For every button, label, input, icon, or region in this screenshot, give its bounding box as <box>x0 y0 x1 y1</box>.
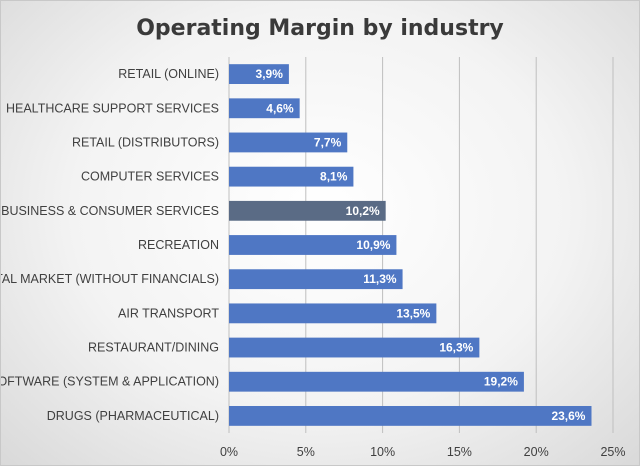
x-tick-label: 10% <box>370 445 395 459</box>
category-label: BUSINESS & CONSUMER SERVICES <box>1 204 219 218</box>
category-label: COMPUTER SERVICES <box>81 170 219 184</box>
data-label: 23,6% <box>551 409 585 423</box>
bar <box>229 64 289 85</box>
bar <box>229 235 397 255</box>
bar <box>229 132 348 153</box>
data-label: 7,7% <box>314 135 342 149</box>
category-label: HEALTHCARE SUPPORT SERVICES <box>6 101 219 115</box>
category-label: DRUGS (PHARMACEUTICAL) <box>47 409 219 423</box>
data-label: 13,5% <box>396 306 430 320</box>
data-label: 19,2% <box>484 375 518 389</box>
category-label: RESTAURANT/DINING <box>88 341 219 355</box>
data-label: 16,3% <box>439 341 473 355</box>
category-label: SOFTWARE (SYSTEM & APPLICATION) <box>1 375 219 389</box>
x-tick-label: 15% <box>447 445 472 459</box>
category-label: RETAIL (DISTRIBUTORS) <box>72 135 219 149</box>
x-tick-label: 0% <box>220 445 238 459</box>
bar <box>229 303 437 324</box>
bar <box>229 405 592 426</box>
category-label: RETAIL (ONLINE) <box>118 67 219 81</box>
category-label: TOTAL MARKET (WITHOUT FINANCIALS) <box>1 272 219 286</box>
bar <box>229 371 524 392</box>
category-labels: RETAIL (ONLINE) HEALTHCARE SUPPORT SERVIC… <box>1 67 219 423</box>
chart-title: Operating Margin by industry <box>136 16 504 41</box>
x-tick-label: 5% <box>297 445 315 459</box>
x-axis-tick-labels: 0% 5% 10% 15% 20% 25% <box>220 445 626 459</box>
bar <box>229 200 386 221</box>
data-label: 11,3% <box>363 272 397 286</box>
data-label: 4,6% <box>266 101 294 115</box>
bar <box>229 269 403 290</box>
bar <box>229 98 300 119</box>
category-label: RECREATION <box>138 238 219 252</box>
data-label: 3,9% <box>256 67 284 81</box>
bars: 3,9% 4,6% 7,7% 8,1% 10,2% 10,9% 11,3% 13,5% 16,3… <box>229 64 592 426</box>
data-label: 10,2% <box>346 204 380 218</box>
category-label: AIR TRANSPORT <box>118 306 219 320</box>
x-tick-label: 25% <box>600 445 625 459</box>
bar <box>229 166 354 187</box>
data-label: 8,1% <box>320 170 348 184</box>
x-tick-label: 20% <box>524 445 549 459</box>
bar <box>229 337 480 358</box>
data-label: 10,9% <box>356 238 390 252</box>
